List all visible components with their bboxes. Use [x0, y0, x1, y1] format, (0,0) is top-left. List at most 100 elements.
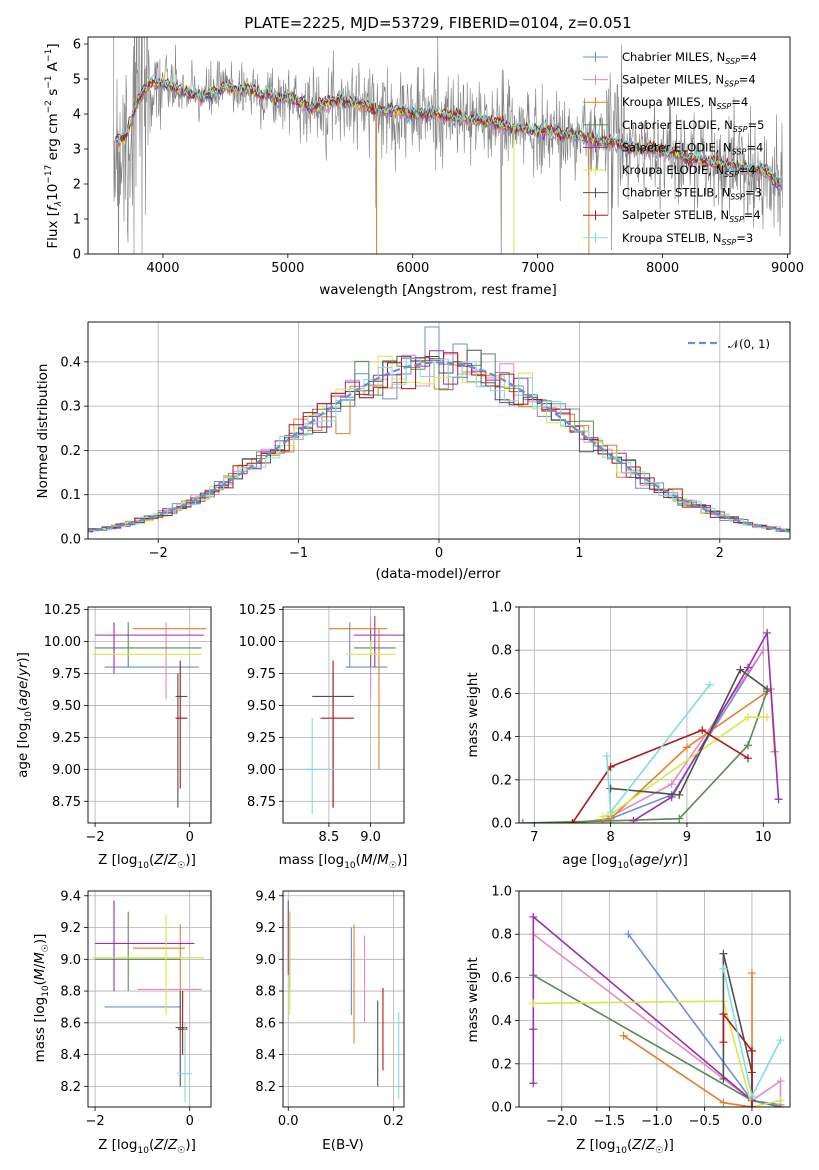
spectrum-xtick-label-1: 5000 [271, 261, 304, 276]
p5-marker-4-4 [774, 795, 783, 804]
legend-label-tail-5: =4 [739, 163, 756, 177]
legend-label-2: Kroupa MILES, NSSP=4 [622, 95, 748, 111]
p8-line-4 [532, 915, 753, 1102]
legend-label-5: Kroupa ELODIE, NSSP=4 [622, 163, 756, 179]
p6-xtick-label-1: 0 [186, 1114, 194, 1129]
hist-series-6 [88, 349, 790, 533]
spectrum-xtick-label-4: 8000 [646, 261, 679, 276]
p8-marker-6-1 [719, 949, 728, 958]
age-mass-xlabel: mass [log10(M/M☉)] [279, 852, 408, 871]
p3-frame [87, 606, 212, 824]
spectrum-ytick-label-1: 1 [73, 213, 81, 228]
p7-frame [282, 890, 405, 1108]
p4-ytick-label-1: 9.00 [247, 763, 276, 778]
p8-marker-7-0 [719, 1038, 728, 1047]
hist-ytick-label-3: 0.3 [60, 400, 81, 415]
p5-ytick-label-2: 0.4 [491, 730, 512, 745]
p5-marker-3-0 [519, 819, 527, 823]
p6-ytick-label-2: 8.6 [60, 1016, 81, 1031]
hist-xtick-label-0: −2 [149, 546, 168, 561]
spectrum-ytick-label-5: 5 [73, 73, 81, 88]
age-ylabel: age [log10(age/yr)] [15, 652, 34, 778]
p3-ytick-label-3: 9.50 [52, 699, 81, 714]
p3-ticks: −2 0 8.75 9.00 9.25 9.50 9.75 10.00 10.25 [44, 603, 194, 845]
p5-marker-7-3 [744, 754, 753, 763]
residual-histogram-panel: −2 −1 0 1 2 0.0 0.1 0.2 0.3 0.4 𝒩(0, 1) (data-mode… [35, 321, 791, 582]
p8-marker-4-2 [529, 912, 538, 921]
p5-marker-4-0 [629, 816, 638, 823]
legend-label-subscript-8: SSP [722, 238, 737, 247]
p5-marker-3-2 [675, 814, 684, 823]
p5-marker-6-0 [606, 784, 615, 793]
p5-marker-7-0 [568, 819, 577, 823]
mass-weight-vs-metallicity-plot-area: −2.0 −1.5 −1.0 −0.5 0.0 0.0 0.2 0.4 0.6 0.8 1.0 [491, 885, 791, 1130]
spectrum-ticks: 4000 5000 6000 7000 8000 9000 0 1 2 3 4 5 6 [73, 38, 804, 277]
p8-ticks: −2.0 −1.5 −1.0 −0.5 0.0 0.0 0.2 0.4 0.6 0.8 1.0 [491, 885, 762, 1130]
p7-errorbars [287, 900, 400, 1100]
p3-grid [88, 607, 211, 823]
age-vs-metallicity-panel: −2 0 8.75 9.00 9.25 9.50 9.75 10.00 10.25 Z [log… [15, 603, 212, 871]
mass-vs-extinction-plot-area: 0.0 0.2 8.2 8.4 8.6 8.8 9.0 9.2 9.4 [255, 889, 405, 1129]
hist-xtick-label-1: −1 [289, 546, 308, 561]
p4-ticks: 8.5 9.0 8.75 9.00 9.25 9.50 9.75 10.00 10.25 [239, 603, 381, 845]
legend-label-tail-3: =5 [748, 118, 765, 132]
p8-marker-6-0 [719, 1074, 728, 1083]
p5-line-6 [610, 668, 768, 796]
p3-ytick-label-5: 10.00 [44, 635, 81, 650]
p4-ytick-label-3: 9.50 [247, 699, 276, 714]
p8-line-5 [533, 1000, 781, 1107]
p6-xtick-label-0: −2 [86, 1114, 105, 1129]
mass-vs-metallicity-plot-area: −2 0 8.2 8.4 8.6 8.8 9.0 9.2 9.4 [60, 889, 212, 1129]
p8-marker-8-0 [719, 964, 728, 973]
mass-weight-vs-metallicity-panel: −2.0 −1.5 −1.0 −0.5 0.0 0.0 0.2 0.4 0.6 0.8 1.0 Z … [465, 885, 791, 1156]
p5-line-3 [522, 690, 768, 823]
p8-xtick-label-0: −2.0 [546, 1114, 578, 1129]
p8-marker-5-3 [776, 1096, 785, 1105]
legend-label-0: Chabrier MILES, NSSP=4 [622, 50, 757, 66]
mass-z-xlabel: Z [log10(Z/Z☉)] [98, 1137, 196, 1156]
hist-xtick-label-3: 1 [575, 546, 583, 561]
spectrum-legend: Chabrier MILES, NSSP=4 Salpeter MILES, NS… [583, 50, 764, 247]
p5-ytick-label-5: 1.0 [491, 601, 512, 616]
p4-errorbars [303, 615, 404, 815]
p3-errorbars [92, 622, 207, 808]
age-vs-mass-panel: 8.5 9.0 8.75 9.00 9.25 9.50 9.75 10.00 10.25 mas… [239, 603, 408, 871]
p7-grid [283, 891, 404, 1107]
p5-grid [519, 606, 790, 824]
p3-ytick-label-6: 10.25 [44, 603, 81, 618]
legend-label-7: Salpeter STELIB, NSSP=4 [622, 208, 761, 224]
p3-ytick-label-1: 9.00 [52, 763, 81, 778]
p8-xtick-label-3: −0.5 [689, 1114, 721, 1129]
p6-ytick-label-6: 9.4 [60, 889, 81, 904]
p3-ytick-label-4: 9.75 [52, 667, 81, 682]
p6-grid [88, 891, 211, 1107]
legend-label-tail-4: =4 [746, 140, 763, 154]
p8-ytick-label-3: 0.6 [491, 971, 512, 986]
p5-ytick-label-0: 0.0 [491, 817, 512, 832]
hist-frame [87, 321, 791, 540]
p5-frame [518, 606, 791, 824]
spectrum-ytick-label-4: 4 [73, 108, 81, 123]
spectrum-xtick-label-2: 6000 [396, 261, 429, 276]
mass-vs-extinction-panel: 0.0 0.2 8.2 8.4 8.6 8.8 9.0 9.2 9.4 E(B-V) [255, 889, 405, 1153]
mass-weight-vs-age-plot-area: 7 8 9 10 0.0 0.2 0.4 0.6 0.8 1.0 [491, 601, 791, 845]
p7-ytick-label-6: 9.4 [255, 889, 276, 904]
spectrum-lines [113, 37, 783, 254]
weight-z-xlabel: Z [log10(Z/Z☉)] [576, 1137, 674, 1156]
p8-xtick-label-1: −1.5 [594, 1114, 626, 1129]
legend-label-3: Chabrier ELODIE, NSSP=5 [622, 118, 764, 134]
legend-label-tail-0: =4 [740, 50, 757, 64]
p8-ytick-label-2: 0.4 [491, 1014, 512, 1029]
p7-ytick-label-2: 8.6 [255, 1016, 276, 1031]
legend-label-subscript-0: SSP [725, 57, 740, 66]
p8-marker-7-1 [719, 1010, 728, 1019]
legend-label-subscript-1: SSP [724, 80, 739, 89]
p8-grid [519, 890, 790, 1108]
p8-lines [529, 912, 785, 1107]
p8-marker-7-2 [747, 1046, 756, 1055]
p5-marker-8-2 [705, 680, 714, 689]
legend-label-subscript-6: SSP [730, 193, 745, 202]
spectrum-xtick-label-5: 9000 [771, 261, 804, 276]
hist-ticks: −2 −1 0 1 2 0.0 0.1 0.2 0.3 0.4 [60, 355, 724, 561]
p6-ytick-label-1: 8.4 [60, 1048, 81, 1063]
